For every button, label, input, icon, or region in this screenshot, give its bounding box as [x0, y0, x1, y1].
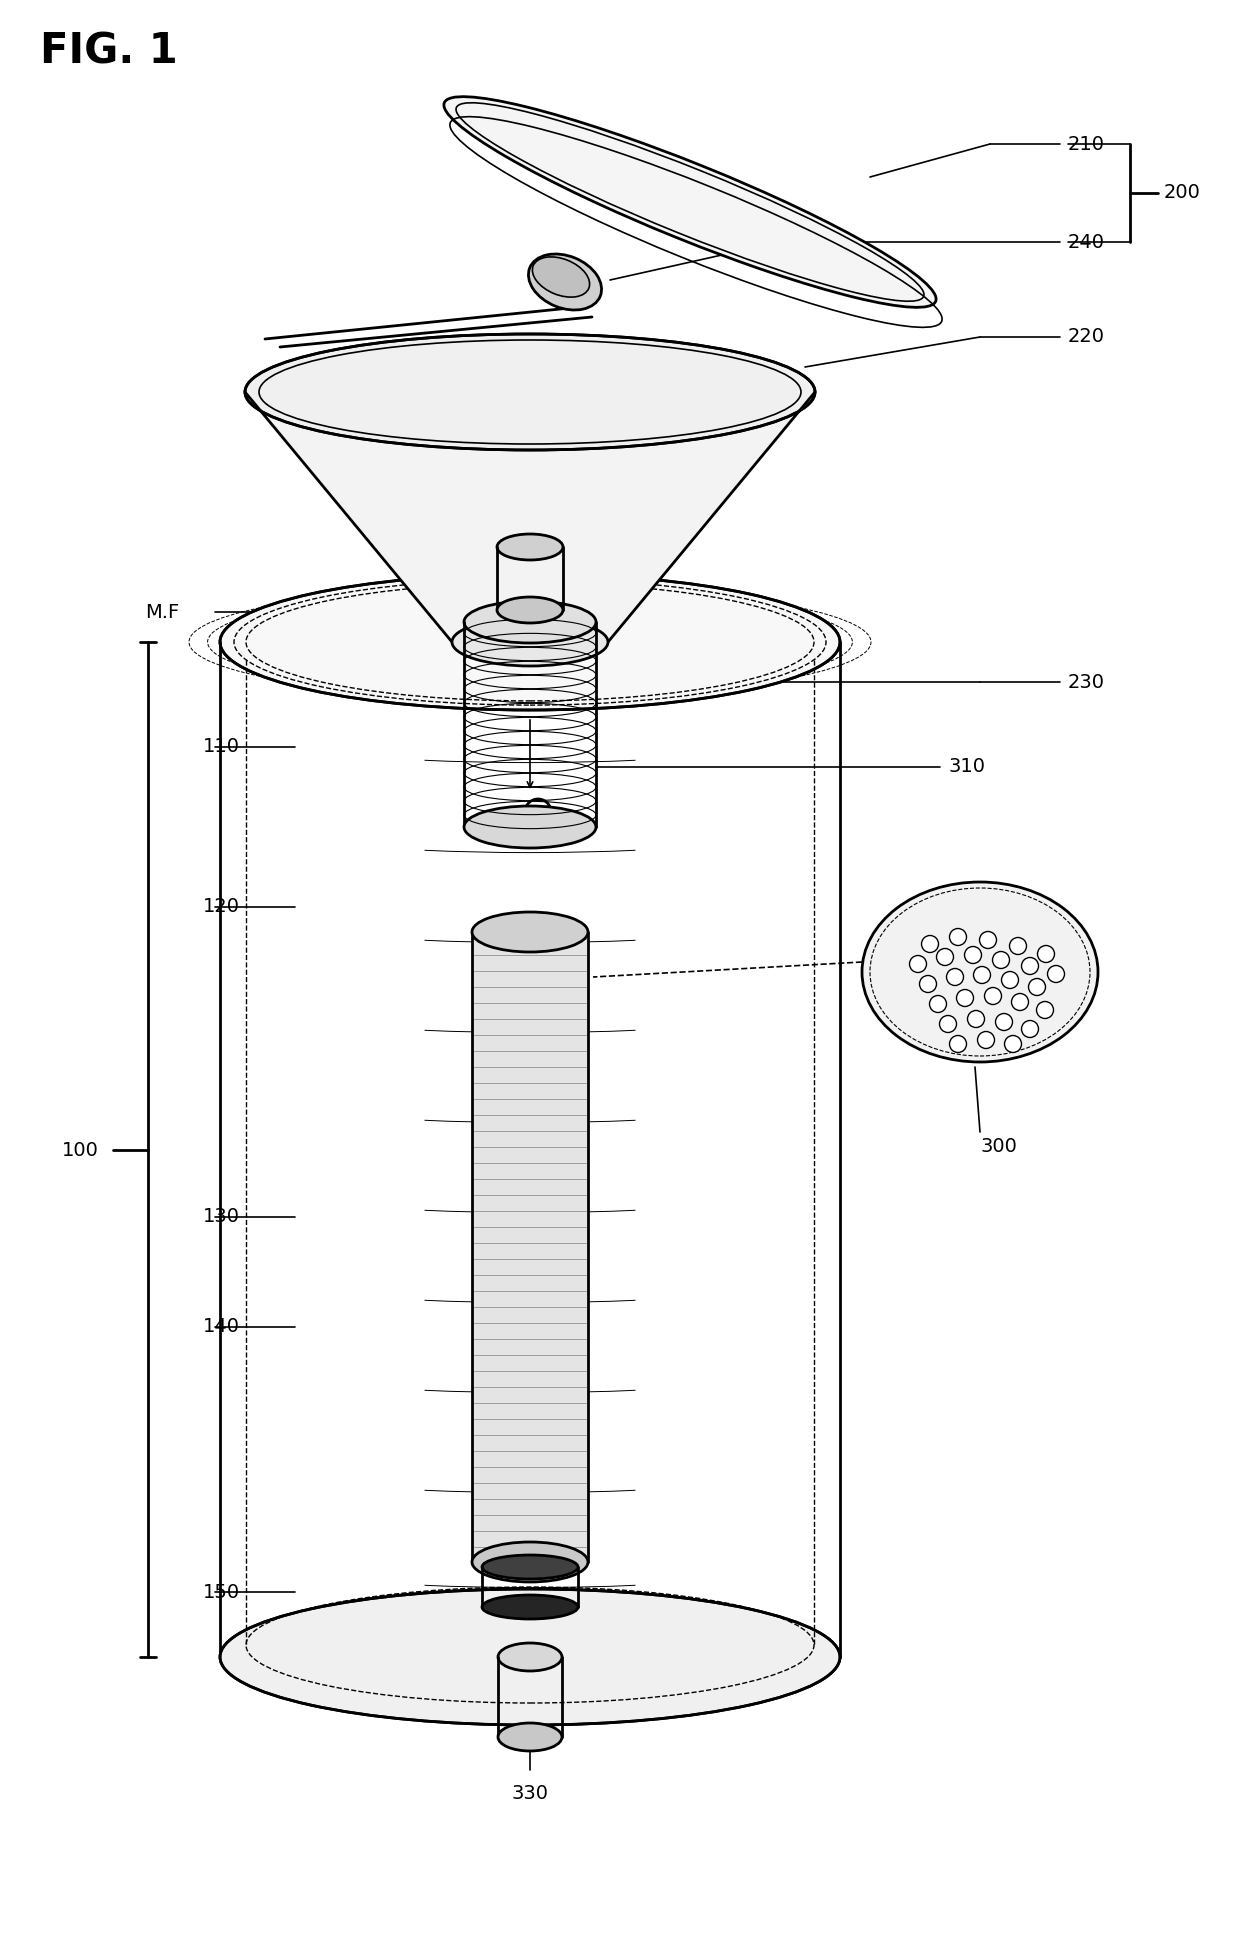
Bar — [472, 931, 588, 1562]
Ellipse shape — [497, 597, 563, 623]
Circle shape — [1028, 978, 1045, 996]
Circle shape — [965, 947, 982, 964]
Text: 210: 210 — [1068, 135, 1105, 154]
Circle shape — [950, 1035, 966, 1052]
Ellipse shape — [532, 258, 590, 297]
Circle shape — [950, 929, 966, 945]
Circle shape — [936, 949, 954, 966]
Text: 120: 120 — [203, 898, 241, 917]
Ellipse shape — [862, 882, 1097, 1062]
Circle shape — [921, 935, 939, 953]
Circle shape — [1022, 958, 1039, 974]
Circle shape — [920, 976, 936, 992]
Circle shape — [967, 1011, 985, 1027]
Ellipse shape — [453, 619, 608, 666]
Circle shape — [1038, 945, 1054, 962]
Circle shape — [940, 1015, 956, 1033]
Circle shape — [996, 1013, 1013, 1031]
Text: FIG. 1: FIG. 1 — [40, 31, 177, 72]
Text: M.F: M.F — [145, 603, 180, 621]
Ellipse shape — [464, 601, 596, 642]
Circle shape — [956, 990, 973, 1007]
Circle shape — [525, 798, 551, 826]
Ellipse shape — [498, 1644, 562, 1671]
Ellipse shape — [464, 806, 596, 847]
Circle shape — [1048, 966, 1064, 982]
Circle shape — [1004, 1035, 1022, 1052]
Ellipse shape — [444, 98, 936, 306]
Ellipse shape — [246, 334, 815, 451]
Text: 230: 230 — [1068, 673, 1105, 691]
Circle shape — [992, 951, 1009, 968]
Ellipse shape — [219, 1589, 839, 1726]
Text: 150: 150 — [203, 1583, 241, 1601]
Text: 100: 100 — [62, 1140, 99, 1159]
Ellipse shape — [482, 1556, 578, 1579]
Circle shape — [1012, 994, 1028, 1011]
Circle shape — [946, 968, 963, 986]
Circle shape — [980, 931, 997, 949]
Text: 310: 310 — [949, 757, 985, 777]
Text: 300: 300 — [980, 1138, 1017, 1156]
Text: 130: 130 — [203, 1208, 241, 1226]
Circle shape — [909, 955, 926, 972]
Text: 200: 200 — [1164, 183, 1200, 203]
Ellipse shape — [498, 1724, 562, 1751]
Circle shape — [1002, 972, 1018, 988]
Circle shape — [930, 996, 946, 1013]
Circle shape — [1022, 1021, 1039, 1038]
Ellipse shape — [497, 535, 563, 560]
Text: 140: 140 — [203, 1318, 241, 1337]
Text: 240: 240 — [1068, 232, 1105, 252]
Circle shape — [1037, 1001, 1054, 1019]
Circle shape — [1009, 937, 1027, 955]
Text: 330: 330 — [511, 1784, 548, 1804]
Text: 220: 220 — [1068, 328, 1105, 347]
Ellipse shape — [219, 574, 839, 711]
Ellipse shape — [472, 1542, 588, 1581]
Polygon shape — [246, 334, 815, 642]
Circle shape — [977, 1031, 994, 1048]
Circle shape — [985, 988, 1002, 1005]
Ellipse shape — [472, 912, 588, 953]
Ellipse shape — [482, 1595, 578, 1618]
Circle shape — [973, 966, 991, 984]
Text: 110: 110 — [203, 738, 241, 757]
Ellipse shape — [528, 254, 601, 310]
